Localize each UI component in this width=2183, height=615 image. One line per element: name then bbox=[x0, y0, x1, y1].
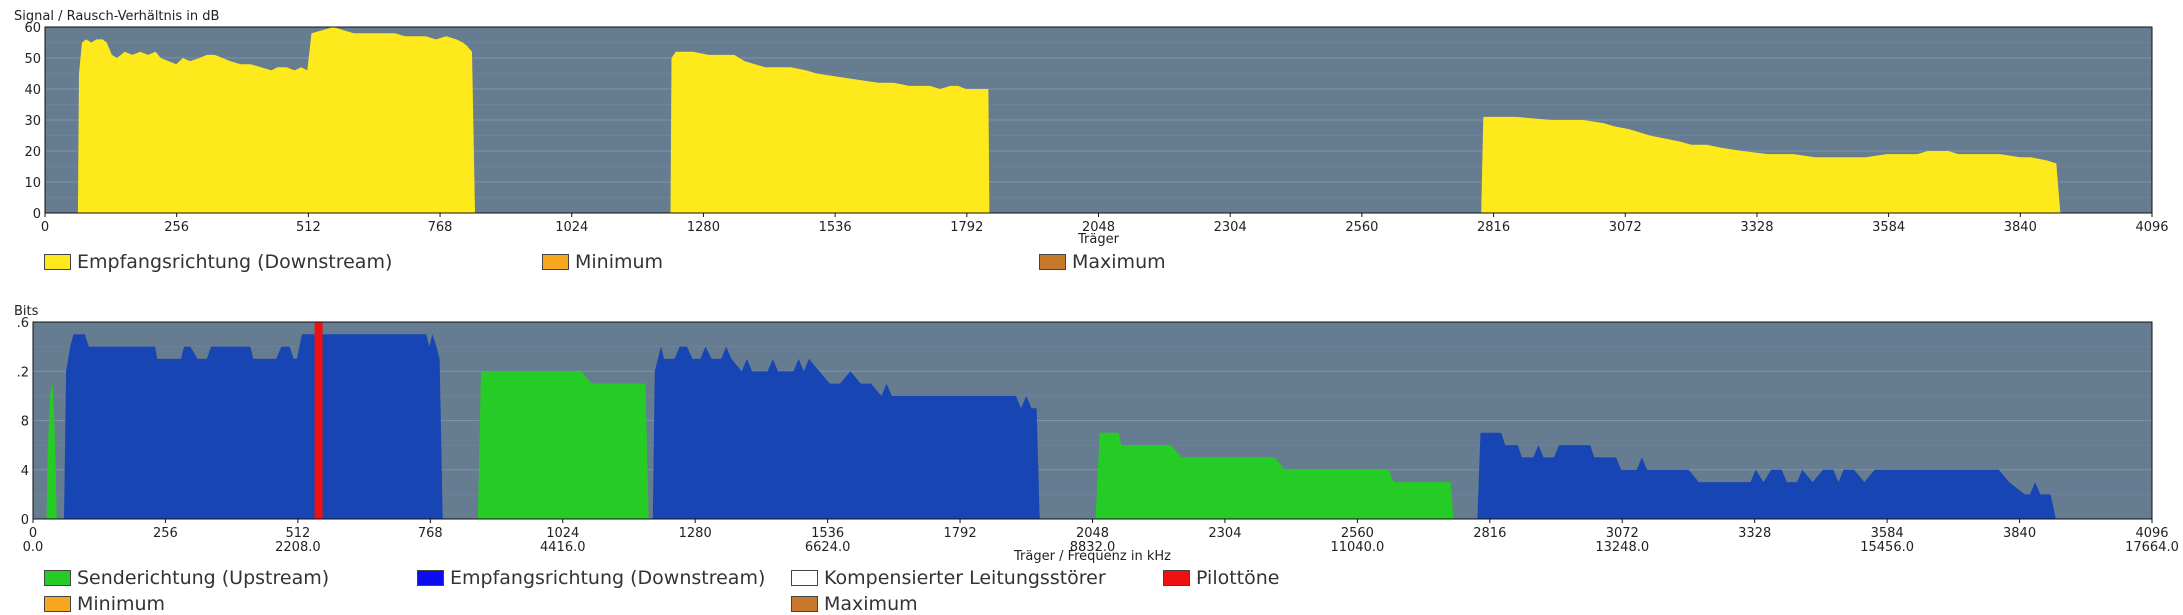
x-tick-label: 1792 bbox=[944, 526, 977, 541]
freq-tick-label: 6624.0 bbox=[805, 540, 851, 555]
x-tick-label: 3328 bbox=[1740, 220, 1773, 235]
x-tick-label: 3072 bbox=[1609, 220, 1642, 235]
legend-label: Empfangsrichtung (Downstream) bbox=[450, 567, 766, 589]
y-tick-label: 8 bbox=[21, 415, 29, 430]
x-tick-label: 512 bbox=[296, 220, 321, 235]
x-tick-label: 2816 bbox=[1477, 220, 1510, 235]
legend-swatch bbox=[791, 570, 818, 586]
y-tick-label: 4 bbox=[21, 464, 29, 479]
x-tick-label: 4096 bbox=[2135, 526, 2168, 541]
legend-label: Maximum bbox=[824, 593, 918, 615]
x-tick-label: 3840 bbox=[2003, 526, 2036, 541]
x-tick-label: 1792 bbox=[950, 220, 983, 235]
y-tick-label: .6 bbox=[17, 316, 29, 331]
y-tick-label: 0 bbox=[21, 513, 29, 528]
x-tick-label: 1280 bbox=[679, 526, 712, 541]
legend-bits-upstream[interactable]: Senderichtung (Upstream) bbox=[44, 567, 329, 589]
x-tick-label: 2560 bbox=[1341, 526, 1374, 541]
legend-bits-minimum[interactable]: Minimum bbox=[44, 593, 165, 615]
x-tick-label: 1024 bbox=[555, 220, 588, 235]
x-tick-label: 512 bbox=[285, 526, 310, 541]
legend-swatch bbox=[44, 570, 71, 586]
legend-swatch bbox=[1039, 254, 1066, 270]
y-tick-label: 50 bbox=[24, 52, 41, 67]
legend-swatch bbox=[44, 596, 71, 612]
x-tick-label: 1536 bbox=[811, 526, 844, 541]
x-tick-label: 256 bbox=[164, 220, 189, 235]
legend-label: Pilottöne bbox=[1196, 567, 1280, 589]
y-tick-label: 10 bbox=[24, 176, 41, 191]
legend-bits-downstream[interactable]: Empfangsrichtung (Downstream) bbox=[417, 567, 765, 589]
x-tick-label: 2048 bbox=[1076, 526, 1109, 541]
freq-tick-label: 17664.0 bbox=[2125, 540, 2179, 555]
legend-label: Senderichtung (Upstream) bbox=[77, 567, 330, 589]
y-tick-label: 20 bbox=[24, 145, 41, 160]
series-area bbox=[77, 27, 476, 213]
series-area bbox=[46, 383, 57, 519]
x-tick-label: 0 bbox=[29, 526, 37, 541]
x-tick-label: 3328 bbox=[1738, 526, 1771, 541]
legend-label: Minimum bbox=[575, 251, 664, 273]
legend-bits-maximum[interactable]: Maximum bbox=[791, 593, 918, 615]
series-area bbox=[1477, 432, 2056, 519]
legend-bits-compensated[interactable]: Kompensierter Leitungsstörer bbox=[791, 567, 1106, 589]
freq-tick-label: 2208.0 bbox=[275, 540, 321, 555]
x-tick-label: 2560 bbox=[1345, 220, 1378, 235]
x-tick-label: 2304 bbox=[1208, 526, 1241, 541]
series-area bbox=[652, 346, 1040, 519]
x-tick-label: 768 bbox=[418, 526, 443, 541]
legend-label: Maximum bbox=[1072, 251, 1166, 273]
freq-tick-label: 15456.0 bbox=[1860, 540, 1914, 555]
series-area bbox=[64, 334, 443, 519]
legend-label: Minimum bbox=[77, 593, 166, 615]
x-tick-label: 1024 bbox=[546, 526, 579, 541]
y-tick-label: 60 bbox=[24, 21, 41, 36]
x-tick-label: 1280 bbox=[687, 220, 720, 235]
x-axis-label: Träger / Frequenz in kHz bbox=[1013, 549, 1171, 564]
freq-tick-label: 0.0 bbox=[23, 540, 44, 555]
y-tick-label: 40 bbox=[24, 83, 41, 98]
chart-title: Signal / Rausch-Verhältnis in dB bbox=[14, 9, 219, 24]
x-tick-label: 2304 bbox=[1214, 220, 1247, 235]
x-tick-label: 3072 bbox=[1606, 526, 1639, 541]
x-tick-label: 2816 bbox=[1473, 526, 1506, 541]
series-area bbox=[1095, 432, 1454, 519]
series-area bbox=[1481, 116, 2061, 213]
series-area bbox=[477, 371, 649, 519]
legend-swatch bbox=[791, 596, 818, 612]
freq-tick-label: 8832.0 bbox=[1070, 540, 1116, 555]
x-tick-label: 0 bbox=[41, 220, 49, 235]
legend-swatch bbox=[1163, 570, 1190, 586]
x-tick-label: 256 bbox=[153, 526, 178, 541]
y-tick-label: .2 bbox=[17, 365, 29, 380]
legend-swatch bbox=[542, 254, 569, 270]
legend-swatch bbox=[417, 570, 444, 586]
legend-label: Empfangsrichtung (Downstream) bbox=[77, 251, 393, 273]
y-tick-label: 30 bbox=[24, 114, 41, 129]
pilot-tone-line bbox=[314, 322, 323, 519]
x-tick-label: 4096 bbox=[2135, 220, 2168, 235]
x-tick-label: 3584 bbox=[1871, 526, 1904, 541]
y-tick-label: 0 bbox=[33, 207, 41, 222]
x-tick-label: 3584 bbox=[1872, 220, 1905, 235]
chart-title: Bits bbox=[14, 304, 39, 319]
legend-snr-minimum[interactable]: Minimum bbox=[542, 251, 663, 273]
x-tick-label: 2048 bbox=[1082, 220, 1115, 235]
x-axis-label: Träger bbox=[1077, 232, 1120, 247]
x-tick-label: 1536 bbox=[819, 220, 852, 235]
legend-swatch bbox=[44, 254, 71, 270]
legend-bits-pilot[interactable]: Pilottöne bbox=[1163, 567, 1279, 589]
series-area bbox=[670, 51, 990, 213]
legend-snr-downstream[interactable]: Empfangsrichtung (Downstream) bbox=[44, 251, 392, 273]
freq-tick-label: 4416.0 bbox=[540, 540, 586, 555]
legend-label: Kompensierter Leitungsstörer bbox=[824, 567, 1106, 589]
x-tick-label: 768 bbox=[428, 220, 453, 235]
x-tick-label: 3840 bbox=[2004, 220, 2037, 235]
freq-tick-label: 13248.0 bbox=[1595, 540, 1649, 555]
legend-snr-maximum[interactable]: Maximum bbox=[1039, 251, 1166, 273]
freq-tick-label: 11040.0 bbox=[1330, 540, 1384, 555]
